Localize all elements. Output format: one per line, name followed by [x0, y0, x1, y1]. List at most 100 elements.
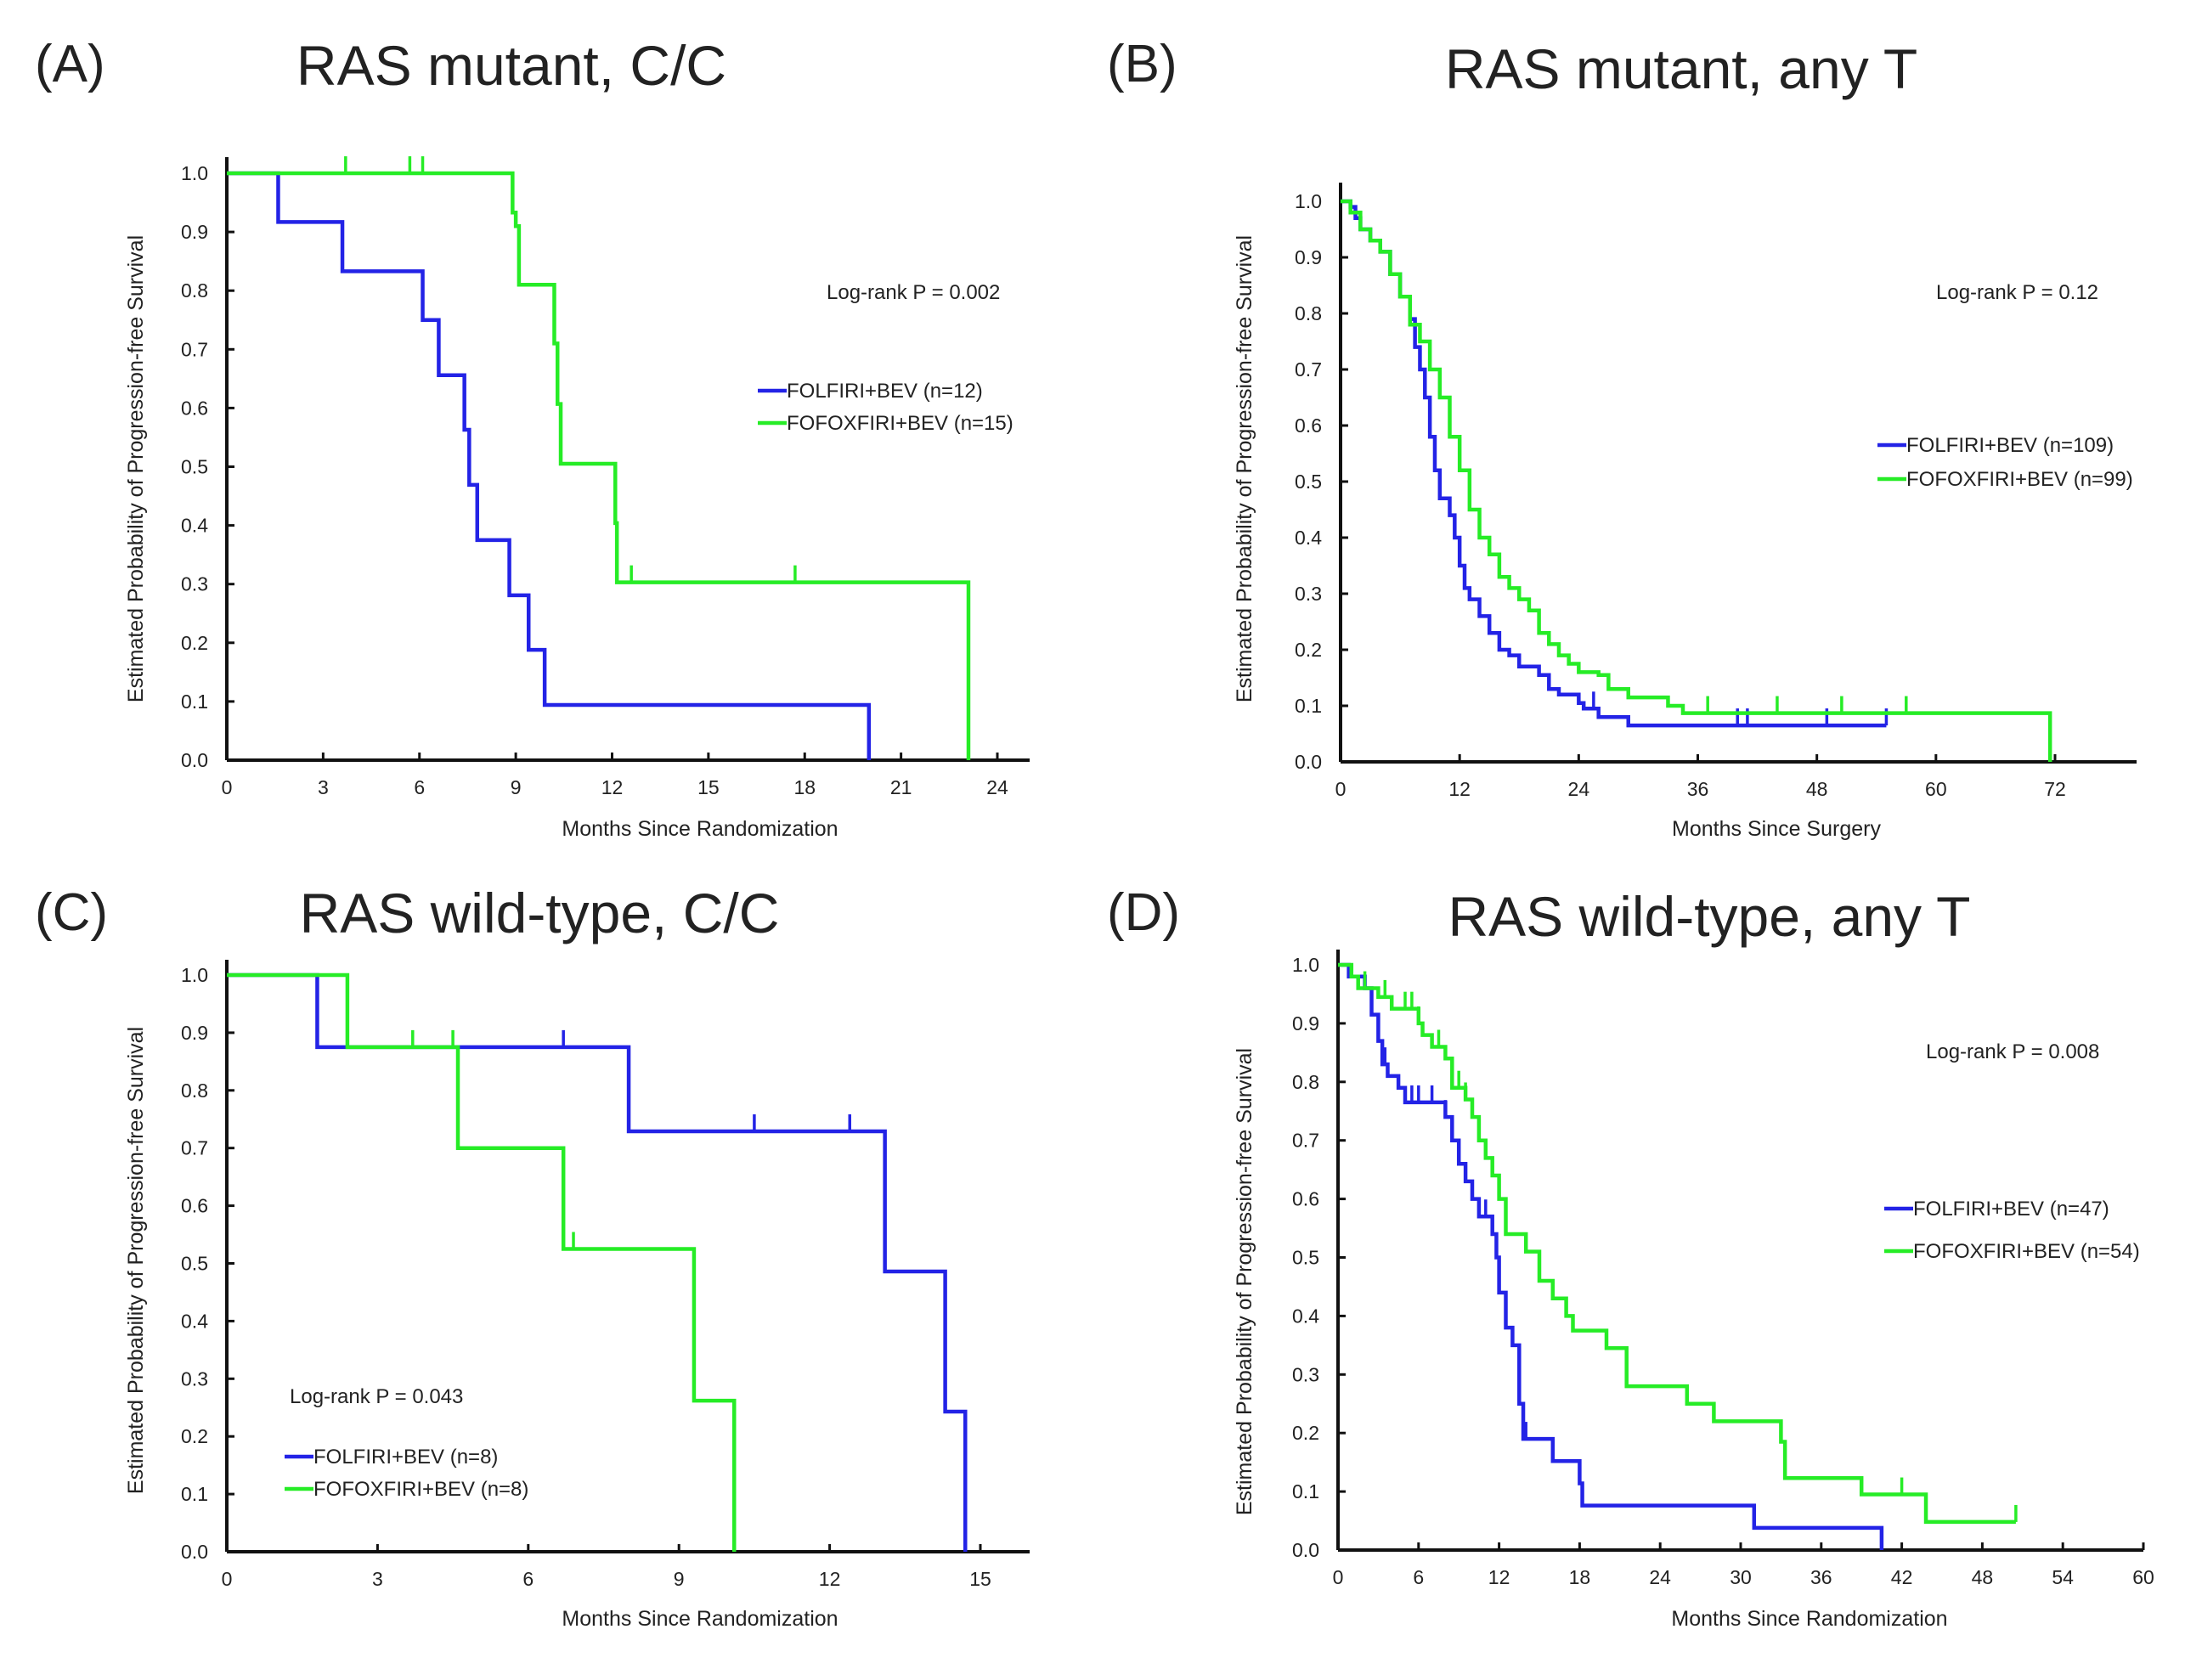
panel-letter: (A): [35, 35, 105, 93]
y-axis-label: Estimated Probability of Progression-fre…: [1233, 1048, 1256, 1515]
x-tick-label: 6: [1413, 1566, 1424, 1588]
x-tick-label: 6: [522, 1568, 534, 1590]
km-curve-folfiri: [1341, 199, 1887, 728]
legend-label: FOLFIRI+BEV (n=8): [313, 1446, 498, 1469]
x-tick-label: 24: [1649, 1566, 1671, 1588]
x-tick-label: 0: [1335, 778, 1347, 800]
x-tick-label: 12: [1448, 778, 1471, 800]
y-tick-label: 0.9: [1295, 246, 1322, 268]
y-tick-label: 0.1: [1292, 1480, 1319, 1502]
y-tick-label: 0.7: [1292, 1130, 1319, 1152]
y-tick-label: 0.8: [181, 1080, 208, 1102]
legend-label: FOFOXFIRI+BEV (n=54): [1913, 1240, 2140, 1263]
y-tick-label: 0.2: [181, 1425, 208, 1447]
x-axis-label: Months Since Randomization: [1671, 1607, 1947, 1631]
y-tick-label: 0.1: [1295, 695, 1322, 717]
x-tick-label: 12: [1488, 1566, 1510, 1588]
y-axis-label: Estimated Probability of Progression-fre…: [124, 1027, 148, 1494]
x-axis-label: Months Since Randomization: [562, 1607, 838, 1631]
x-tick-label: 9: [511, 776, 522, 798]
x-tick-label: 48: [1806, 778, 1828, 800]
km-panel-c: (C) RAS wild-type, C/C 0.0 0.1 0.2 0.3 0.4 0.5 0…: [35, 882, 1030, 1631]
x-tick-label: 60: [1925, 778, 1947, 800]
y-tick-label: 0.0: [181, 1541, 208, 1563]
x-tick-label: 18: [793, 776, 816, 798]
y-tick-label: 1.0: [1292, 954, 1319, 976]
x-tick-label: 15: [697, 776, 720, 798]
y-tick-label: 0.3: [1295, 583, 1322, 605]
x-tick-label: 0: [1333, 1566, 1344, 1588]
x-tick-label: 3: [318, 776, 329, 798]
x-tick-label: 60: [2132, 1566, 2154, 1588]
y-tick-label: 0.4: [1292, 1305, 1319, 1327]
y-tick-label: 0.6: [1295, 414, 1322, 437]
panel-letter: (C): [35, 883, 108, 942]
y-tick-label: 0.2: [1295, 639, 1322, 661]
y-tick-label: 0.6: [1292, 1188, 1319, 1210]
y-tick-label: 0.5: [181, 1253, 208, 1275]
x-tick-label: 72: [2044, 778, 2066, 800]
y-tick-label: 0.8: [1295, 302, 1322, 324]
y-tick-label: 0.1: [181, 1483, 208, 1505]
km-panel-d: (D) RAS wild-type, any T 0.0 0.1 0.2 0.3 0.4 0.…: [1107, 883, 2154, 1631]
y-tick-label: 0.9: [181, 1022, 208, 1044]
panel-title: RAS mutant, C/C: [296, 34, 726, 97]
x-tick-label: 24: [986, 776, 1008, 798]
km-panel-b: (B) RAS mutant, any T 0.0 0.1 0.2 0.3 0.4 0.5 0.…: [1107, 35, 2137, 841]
log-rank-p: Log-rank P = 0.043: [290, 1385, 463, 1408]
log-rank-p: Log-rank P = 0.008: [1926, 1040, 2099, 1063]
x-tick-label: 3: [372, 1568, 383, 1590]
km-curve-fofoxfiri: [227, 171, 971, 760]
panel-title: RAS wild-type, C/C: [300, 882, 780, 944]
km-curve-folfiri: [227, 972, 968, 1552]
x-tick-label: 24: [1568, 778, 1590, 800]
y-tick-label: 0.9: [181, 221, 208, 243]
x-tick-label: 21: [890, 776, 912, 798]
y-tick-label: 0.4: [1295, 527, 1322, 549]
x-tick-label: 48: [1972, 1566, 1994, 1588]
y-tick-label: 0.7: [181, 338, 208, 360]
x-tick-label: 9: [674, 1568, 685, 1590]
legend-label: FOLFIRI+BEV (n=12): [787, 380, 983, 403]
x-tick-label: 0: [222, 776, 233, 798]
x-tick-label: 36: [1810, 1566, 1832, 1588]
y-axis-label: Estimated Probability of Progression-fre…: [124, 235, 148, 702]
log-rank-p: Log-rank P = 0.002: [827, 281, 1000, 304]
legend-label: FOLFIRI+BEV (n=47): [1913, 1198, 2109, 1221]
y-tick-label: 0.7: [1295, 358, 1322, 381]
km-curve-fofoxfiri: [227, 972, 737, 1552]
y-tick-label: 0.8: [1292, 1071, 1319, 1093]
y-tick-label: 0.4: [181, 515, 208, 537]
x-tick-label: 30: [1730, 1566, 1752, 1588]
y-tick-label: 0.2: [181, 632, 208, 654]
km-curve-folfiri: [227, 171, 872, 760]
x-tick-label: 18: [1569, 1566, 1591, 1588]
y-tick-label: 0.3: [181, 573, 208, 595]
x-axis-label: Months Since Surgery: [1672, 817, 1881, 841]
log-rank-p: Log-rank P = 0.12: [1936, 281, 2098, 304]
y-tick-label: 0.8: [181, 279, 208, 302]
x-tick-label: 12: [601, 776, 624, 798]
y-tick-label: 0.5: [181, 456, 208, 478]
x-tick-label: 54: [2052, 1566, 2074, 1588]
km-curve-fofoxfiri: [1341, 199, 2052, 762]
legend-label: FOFOXFIRI+BEV (n=8): [313, 1478, 528, 1501]
x-tick-label: 6: [414, 776, 425, 798]
x-tick-label: 12: [819, 1568, 841, 1590]
y-tick-label: 0.6: [181, 397, 208, 419]
y-tick-label: 0.4: [181, 1310, 208, 1332]
y-tick-label: 0.5: [1295, 471, 1322, 493]
x-tick-label: 0: [222, 1568, 233, 1590]
legend-label: FOFOXFIRI+BEV (n=99): [1906, 468, 2133, 491]
x-tick-label: 42: [1891, 1566, 1913, 1588]
y-tick-label: 0.5: [1292, 1247, 1319, 1269]
x-axis-label: Months Since Randomization: [562, 817, 838, 841]
panel-letter: (D): [1107, 883, 1180, 942]
y-tick-label: 0.2: [1292, 1422, 1319, 1444]
y-tick-label: 1.0: [181, 162, 208, 184]
legend-label: FOLFIRI+BEV (n=109): [1906, 434, 2114, 457]
y-tick-label: 0.7: [181, 1137, 208, 1159]
y-tick-label: 0.0: [1292, 1539, 1319, 1561]
x-tick-label: 15: [969, 1568, 991, 1590]
